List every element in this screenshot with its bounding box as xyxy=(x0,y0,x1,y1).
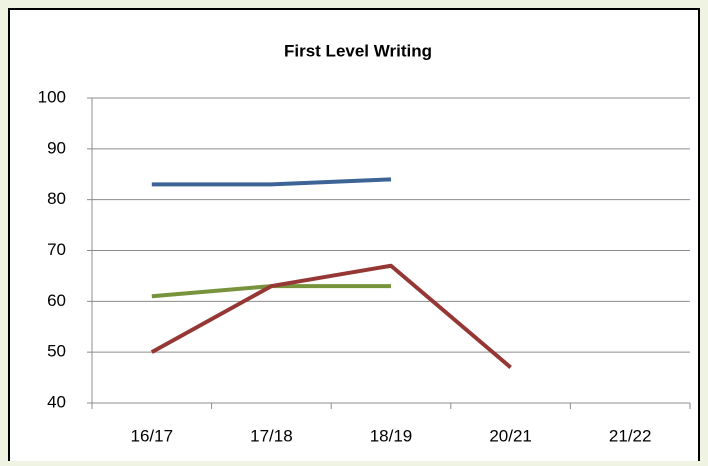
series-line xyxy=(150,263,512,369)
y-tick-label: 100 xyxy=(38,87,66,106)
x-tick-label: 20/21 xyxy=(489,426,532,445)
series-line xyxy=(151,177,392,187)
x-tick-label: 16/17 xyxy=(131,426,174,445)
chart-frame xyxy=(8,8,700,466)
y-tick-label: 90 xyxy=(47,138,66,157)
x-tick-label: 17/18 xyxy=(250,426,293,445)
x-tick-label: 18/19 xyxy=(370,426,413,445)
y-tick-label: 70 xyxy=(47,240,66,259)
chart-title: First Level Writing xyxy=(284,41,432,60)
y-tick-label: 80 xyxy=(47,189,66,208)
y-tick-label: 60 xyxy=(47,291,66,310)
y-tick-label: 40 xyxy=(47,392,66,411)
x-tick-label: 21/22 xyxy=(609,426,652,445)
y-tick-label: 50 xyxy=(47,342,66,361)
